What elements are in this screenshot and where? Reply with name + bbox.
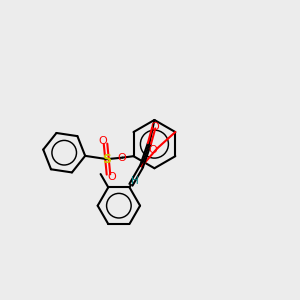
Text: O: O — [98, 136, 107, 146]
Text: S: S — [103, 153, 112, 166]
Text: O: O — [117, 153, 126, 163]
Text: H: H — [130, 176, 138, 186]
Text: O: O — [148, 145, 157, 155]
Text: O: O — [107, 172, 116, 182]
Text: O: O — [151, 122, 159, 131]
